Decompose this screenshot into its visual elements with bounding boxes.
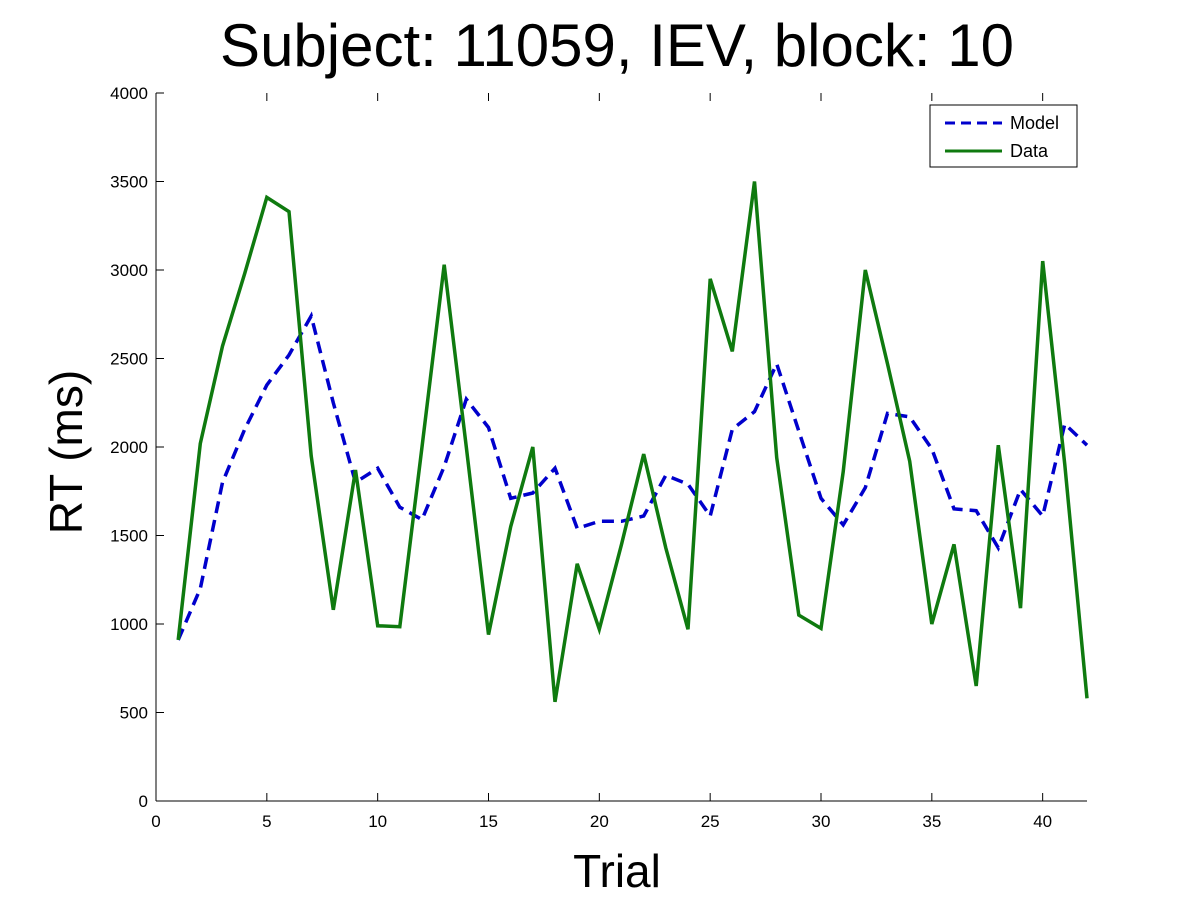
legend-label-data: Data (1010, 141, 1049, 161)
legend-label-model: Model (1010, 113, 1059, 133)
x-ticks: 0 5 10 15 20 25 30 35 40 (151, 93, 1052, 831)
y-tick-label: 2500 (110, 350, 148, 369)
x-tick-label: 30 (812, 812, 831, 831)
y-tick-label: 3000 (110, 261, 148, 280)
y-tick-label: 4000 (110, 84, 148, 103)
chart-title: Subject: 11059, IEV, block: 10 (220, 12, 1014, 79)
legend-box (929, 104, 1078, 168)
x-tick-label: 10 (368, 812, 387, 831)
x-tick-label: 0 (151, 812, 160, 831)
y-tick-label: 3500 (110, 173, 148, 192)
y-tick-label: 500 (120, 704, 148, 723)
series-layer (176, 181, 1089, 703)
y-axis-label: RT (ms) (40, 370, 92, 534)
y-tick-label: 2000 (110, 438, 148, 457)
x-tick-label: 20 (590, 812, 609, 831)
x-tick-label: 25 (701, 812, 720, 831)
y-tick-label: 0 (139, 792, 148, 811)
plot-area (155, 93, 1087, 802)
series-line-data (176, 181, 1089, 703)
x-tick-label: 35 (922, 812, 941, 831)
y-tick-label: 1500 (110, 527, 148, 546)
legend: Model Data (929, 104, 1078, 168)
x-tick-label: 15 (479, 812, 498, 831)
x-tick-label: 5 (262, 812, 271, 831)
x-tick-label: 40 (1033, 812, 1052, 831)
y-tick-label: 1000 (110, 615, 148, 634)
y-ticks: 0 500 1000 1500 2000 2500 3000 3500 4000 (110, 84, 164, 811)
x-axis-label: Trial (573, 845, 661, 897)
series-line-model (176, 311, 1089, 641)
